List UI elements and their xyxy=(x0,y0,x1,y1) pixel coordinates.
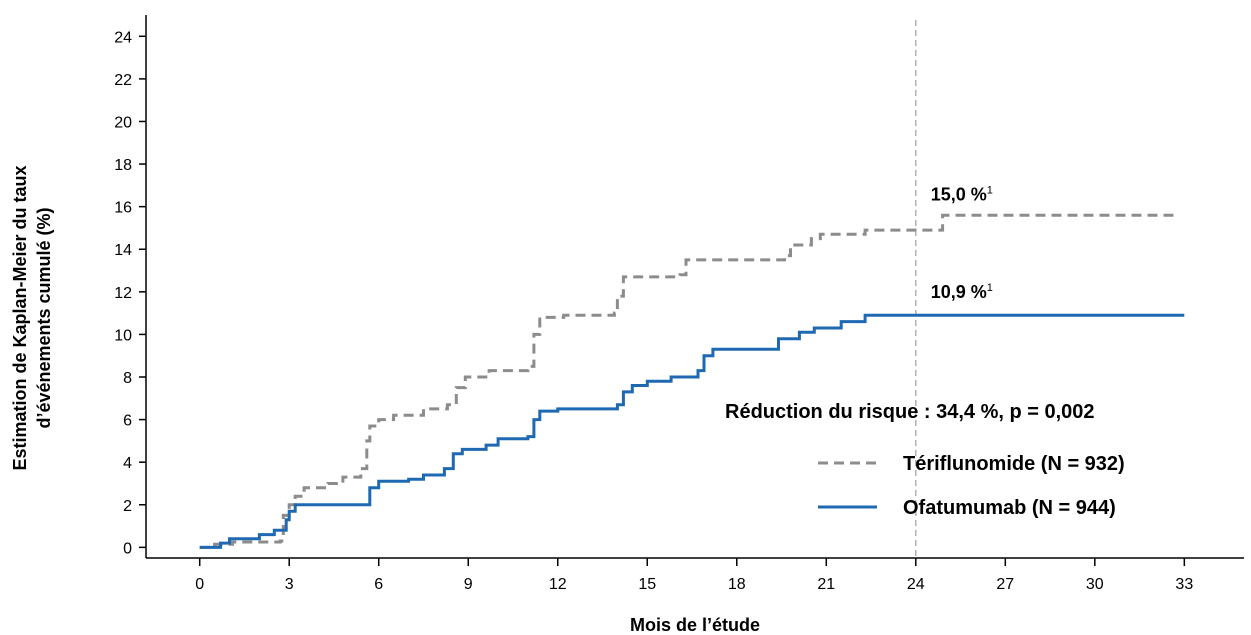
y-axis-title-line2: d’événements cumulé (%) xyxy=(34,207,54,428)
y-tick-label: 4 xyxy=(123,455,132,472)
legend: Tériflunomide (N = 932) Ofatumumab (N = … xyxy=(818,453,1125,519)
y-tick-label: 24 xyxy=(114,29,132,46)
y-tick-label: 22 xyxy=(114,72,132,89)
x-tick-label: 12 xyxy=(549,576,567,593)
x-tick-label: 18 xyxy=(728,576,746,593)
y-tick-label: 16 xyxy=(114,200,132,217)
x-tick-label: 30 xyxy=(1086,576,1104,593)
legend-label-teriflunomide: Tériflunomide (N = 932) xyxy=(903,453,1125,475)
series-line-ofatumumab xyxy=(199,313,1185,549)
y-tick-label: 14 xyxy=(114,242,132,259)
x-tick-label: 21 xyxy=(817,576,835,593)
x-tick-label: 3 xyxy=(285,576,294,593)
x-tick-label: 6 xyxy=(374,576,383,593)
x-tick-label: 27 xyxy=(996,576,1014,593)
y-tick-label: 10 xyxy=(114,327,132,344)
x-tick-label: 15 xyxy=(638,576,656,593)
x-tick-label: 33 xyxy=(1175,576,1193,593)
risk-reduction-text: Réduction du risque : 34,4 %, p = 0,002 xyxy=(725,401,1095,423)
x-axis-title: Mois de l’étude xyxy=(630,615,760,635)
y-tick-label: 2 xyxy=(123,498,132,515)
annotation-teriflunomide-rate: 15,0 %1 xyxy=(931,184,993,204)
x-tick-label: 0 xyxy=(195,576,204,593)
y-tick-label: 0 xyxy=(123,540,132,557)
x-tick-label: 24 xyxy=(907,576,925,593)
annotation-ofatumumab-rate: 10,9 %1 xyxy=(931,282,993,302)
legend-label-ofatumumab: Ofatumumab (N = 944) xyxy=(903,497,1116,519)
y-tick-label: 12 xyxy=(114,285,132,302)
y-tick-label: 6 xyxy=(123,413,132,430)
axes xyxy=(145,15,1244,559)
y-tick-label: 8 xyxy=(123,370,132,387)
y-axis-title-line1: Estimation de Kaplan-Meier du taux xyxy=(10,165,30,470)
x-ticks: 0 3 6 9 12 15 18 21 24 27 30 33 xyxy=(195,558,1193,593)
series-group xyxy=(199,213,1185,549)
series-line-teriflunomide xyxy=(199,213,1179,549)
x-tick-label: 9 xyxy=(464,576,473,593)
y-tick-label: 20 xyxy=(114,114,132,131)
y-tick-label: 18 xyxy=(114,157,132,174)
